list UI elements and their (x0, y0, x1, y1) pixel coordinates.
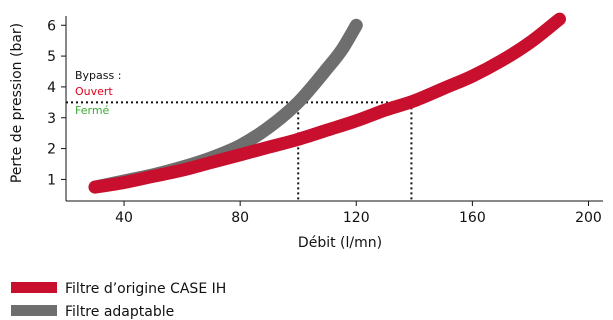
y-tick-label-2: 2 (47, 142, 56, 158)
series-line-filtre-origine (88, 12, 566, 194)
legend: Filtre d’origine CASE IH Filtre adaptabl… (11, 281, 226, 320)
ticks: 40 80 120 160 200 1 2 3 4 5 6 (47, 18, 602, 226)
y-tick-label-5: 5 (47, 49, 56, 65)
x-tick-label-40: 40 (115, 210, 133, 226)
bypass-threshold-lines (66, 101, 413, 201)
x-tick-label-160: 160 (459, 210, 486, 226)
legend-swatch-filtre-adaptable (11, 305, 57, 316)
bypass-annotation-title: Bypass : (75, 69, 121, 82)
x-tick-label-200: 200 (575, 210, 602, 226)
y-tick-label-3: 3 (47, 111, 56, 127)
legend-label-filtre-adaptable: Filtre adaptable (65, 304, 174, 320)
bypass-annotation-closed: Fermé (75, 104, 110, 117)
y-tick-label-6: 6 (47, 18, 56, 34)
x-axis-title: Débit (l/mn) (298, 235, 382, 251)
x-tick-label-80: 80 (231, 210, 249, 226)
series (88, 12, 566, 194)
bypass-annotation-open: Ouvert (75, 85, 113, 98)
legend-label-filtre-origine: Filtre d’origine CASE IH (65, 281, 226, 297)
x-tick-label-120: 120 (343, 210, 370, 226)
axes (65, 16, 603, 202)
y-tick-label-1: 1 (47, 172, 56, 188)
legend-swatch-filtre-origine (11, 282, 57, 293)
y-tick-label-4: 4 (47, 80, 56, 96)
y-axis-title: Perte de pression (bar) (9, 23, 25, 183)
